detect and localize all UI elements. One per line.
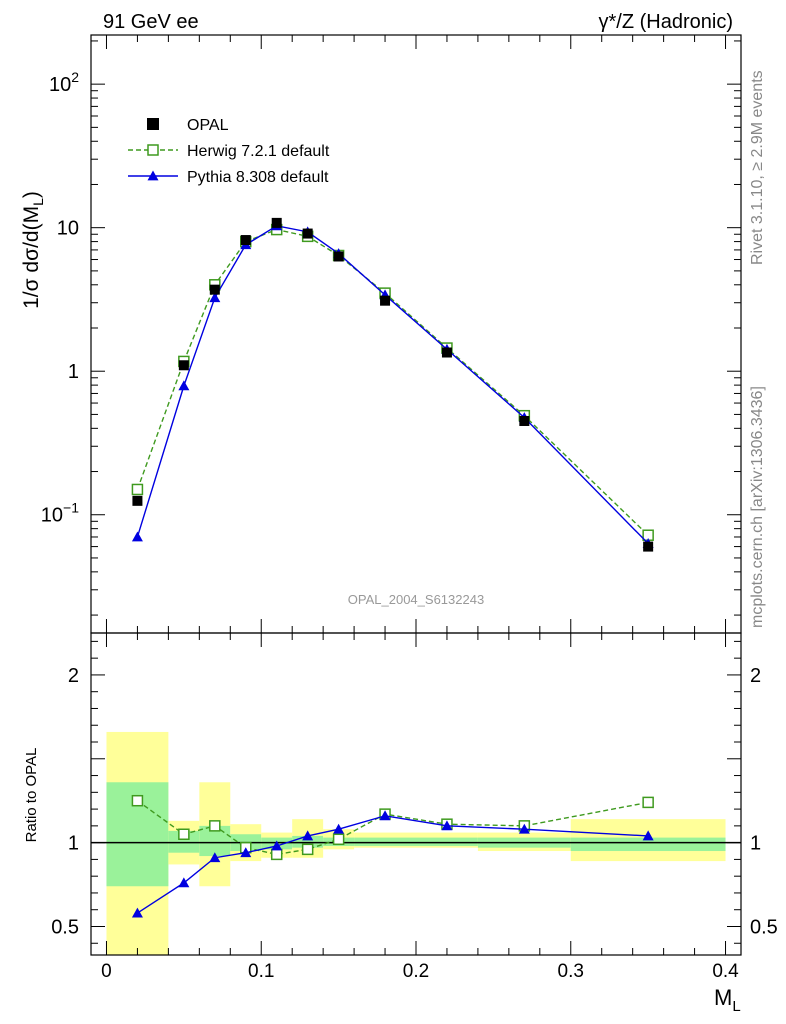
y-tick-label: 1	[68, 361, 79, 383]
ratio-y-tick-label-right: 1	[750, 833, 761, 855]
pythia-point	[178, 380, 190, 391]
ratio-y-tick-label-right: 2	[750, 665, 761, 687]
y-tick-label: 10−1	[41, 500, 79, 527]
y-tick-label: 102	[49, 69, 79, 96]
pythia-ratio-point	[379, 810, 391, 821]
legend-label: Herwig 7.2.1 default	[187, 143, 330, 160]
ratio-y-tick-label: 2	[68, 665, 79, 687]
herwig-ratio-line	[137, 800, 649, 856]
pythia-ratio-point	[131, 907, 143, 918]
band-inner-bin	[416, 837, 478, 846]
opal-point	[441, 347, 452, 358]
header-right: γ*/Z (Hadronic)	[599, 11, 733, 33]
pythia-ratio-point	[642, 830, 654, 841]
opal-point	[333, 251, 344, 262]
ratio-frame	[90, 632, 742, 956]
band-inner-bin	[168, 830, 200, 853]
herwig-ratio-point	[131, 794, 144, 807]
legend-label: Pythia 8.308 default	[187, 169, 329, 186]
ratio-xlabel: ML	[714, 985, 741, 1015]
herwig-ratio-point	[209, 820, 221, 832]
opal-point	[209, 284, 220, 295]
legend-label: OPAL	[187, 117, 229, 134]
opal-point	[380, 295, 391, 306]
pythia-point	[131, 531, 143, 542]
main-ylabel: 1/σ dσ/d(ML)	[20, 191, 46, 309]
pythia-ratio-point	[302, 830, 314, 841]
pythia-line	[136, 225, 649, 545]
herwig-ratio-point	[332, 833, 345, 846]
header-left: 91 GeV ee	[103, 11, 199, 33]
herwig-ratio-point	[642, 796, 654, 809]
x-tick-label: 0	[101, 961, 112, 982]
opal-point	[519, 415, 530, 426]
ratio-y-tick-label: 0.5	[51, 916, 79, 938]
opal-point	[643, 541, 654, 552]
pythia-ratio-point	[271, 840, 283, 851]
pythia-ratio-point	[441, 820, 453, 831]
herwig-line	[136, 228, 649, 536]
pythia-point	[209, 292, 221, 303]
analysis-watermark: OPAL_2004_S6132243	[348, 592, 484, 607]
x-tick-label: 0.4	[712, 961, 739, 982]
rivet-label: Rivet 3.1.10, ≥ 2.9M events	[749, 70, 766, 265]
legend-marker-herwig	[147, 144, 159, 156]
herwig-ratio-point	[270, 848, 283, 861]
pythia-ratio-point	[209, 852, 221, 863]
legend-marker-opal	[147, 118, 159, 130]
pythia-ratio-point	[518, 823, 530, 834]
band-inner-bin	[292, 835, 324, 848]
herwig-ratio-point	[178, 828, 190, 840]
legend-marker-pythia	[147, 170, 159, 181]
opal-point	[132, 495, 143, 506]
ratio-ylabel: Ratio to OPAL	[23, 748, 40, 843]
opal-point	[271, 217, 282, 228]
pythia-ratio-point	[333, 823, 345, 834]
herwig-point	[131, 483, 144, 496]
legend: OPAL Herwig 7.2.1 default Pythia 8.308 def…	[128, 117, 330, 186]
pythia-ratio-point	[240, 847, 252, 858]
band-inner-bin	[570, 837, 726, 852]
herwig-ratio-point	[301, 843, 314, 856]
band-inner-bin	[354, 837, 416, 846]
main-panel: 10−1 1 10 102	[41, 34, 742, 634]
y-tick-label: 10	[57, 218, 79, 240]
mcplots-label: mcplots.cern.ch [arXiv:1306.3436]	[749, 386, 766, 628]
x-tick-label: 0.2	[403, 961, 429, 982]
ratio-panel: 0 0.1 0.2 0.3 0.4 0.5 0.5 1 1 2 2	[51, 619, 778, 982]
ratio-y-tick-label: 1	[68, 833, 79, 855]
x-tick-label: 0.1	[248, 961, 274, 982]
ratio-y-tick-label-right: 0.5	[750, 916, 778, 938]
pythia-ratio-point	[178, 877, 190, 888]
opal-point	[178, 360, 189, 371]
opal-point	[302, 228, 313, 239]
opal-point	[240, 235, 251, 246]
x-tick-label: 0.3	[558, 961, 584, 982]
